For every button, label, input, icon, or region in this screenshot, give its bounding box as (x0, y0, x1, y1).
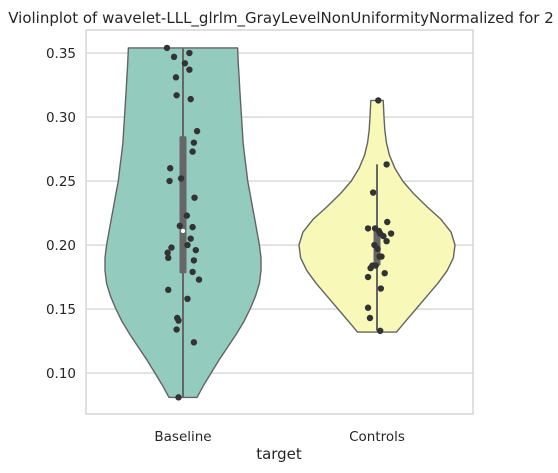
y-tick-label: 0.30 (46, 110, 76, 126)
data-point (193, 127, 201, 135)
median-marker-baseline (180, 228, 186, 234)
y-tick-label: 0.10 (46, 366, 76, 382)
data-point (189, 268, 196, 276)
data-point (173, 92, 180, 99)
data-point (364, 225, 372, 232)
data-point (364, 273, 372, 281)
x-tick-labels: Baseline Controls (154, 429, 405, 445)
data-point (163, 44, 171, 52)
x-tick-label: Baseline (154, 429, 211, 445)
data-point (189, 223, 196, 231)
data-point (181, 60, 189, 67)
data-point (367, 264, 374, 272)
data-point (366, 314, 374, 322)
data-point (190, 257, 198, 264)
iqr-box-baseline (179, 136, 187, 274)
data-points (163, 44, 395, 401)
y-tick-label: 0.25 (46, 174, 76, 190)
x-axis-label: target (256, 445, 302, 463)
y-tick-label: 0.20 (46, 238, 76, 254)
x-tick-label: Controls (349, 429, 405, 445)
data-point (184, 241, 191, 249)
data-point (170, 53, 178, 61)
data-point (165, 254, 172, 262)
data-point (187, 235, 194, 242)
data-point (195, 276, 203, 283)
data-point (381, 270, 388, 277)
data-point (380, 232, 387, 240)
y-tick-label: 0.35 (46, 46, 76, 62)
data-point (175, 394, 182, 401)
data-point (166, 177, 173, 185)
data-point (369, 189, 377, 196)
data-point (173, 326, 180, 333)
data-point (192, 246, 199, 254)
data-point (364, 304, 372, 311)
violins (104, 47, 456, 399)
data-point (175, 317, 182, 324)
data-point (165, 286, 172, 294)
data-point (177, 175, 185, 182)
data-point (184, 295, 191, 302)
data-point (374, 245, 381, 253)
y-tick-label: 0.15 (46, 302, 76, 318)
data-point (191, 194, 198, 201)
data-point (186, 66, 193, 73)
data-point (377, 285, 385, 292)
y-tick-labels: 0.10 0.15 0.20 0.25 0.30 0.35 (46, 46, 76, 382)
data-point (190, 339, 198, 346)
data-point (384, 218, 391, 226)
data-point (375, 97, 382, 104)
data-point (372, 262, 379, 269)
data-point (383, 238, 390, 245)
plot-frame (85, 29, 474, 415)
data-point (168, 244, 175, 251)
chart-title: Violinplot of wavelet-LLL_glrlm_GrayLeve… (8, 9, 554, 28)
data-point (172, 74, 180, 81)
data-point (189, 148, 196, 155)
data-point (190, 139, 198, 146)
data-point (176, 222, 183, 230)
data-point (377, 327, 384, 334)
data-point (167, 165, 174, 172)
data-point (387, 230, 395, 237)
data-point (183, 212, 191, 219)
data-point (378, 253, 385, 260)
data-point (383, 161, 390, 168)
data-point (187, 95, 194, 103)
data-point (186, 49, 193, 57)
data-point (164, 249, 171, 256)
